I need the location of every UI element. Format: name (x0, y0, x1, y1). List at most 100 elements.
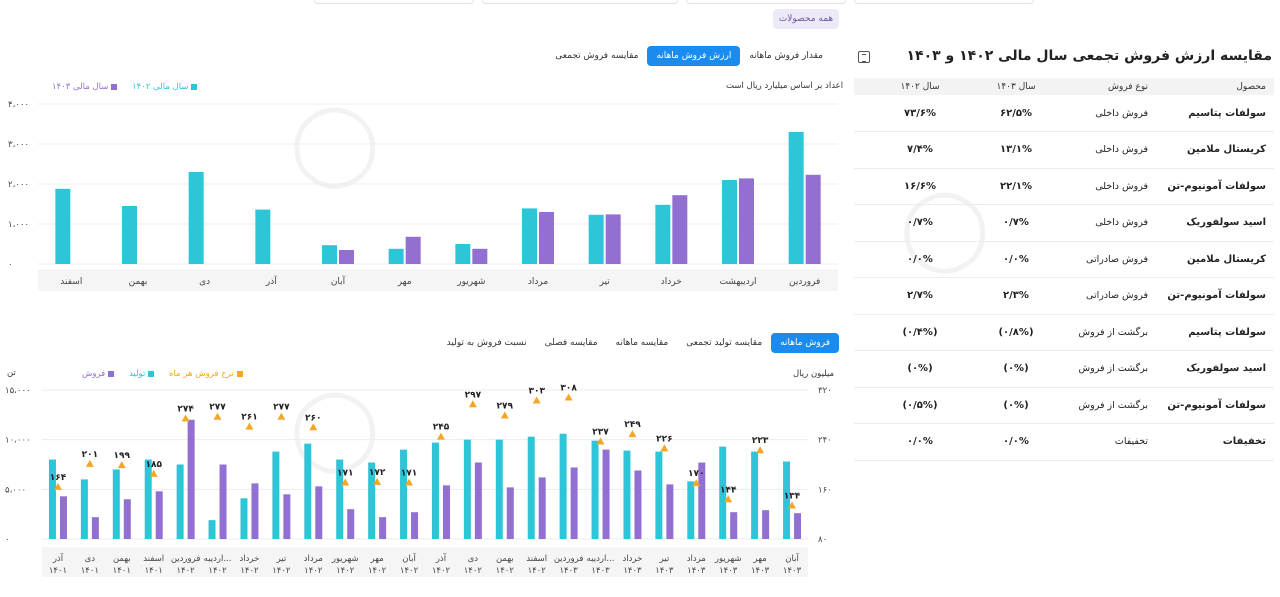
x-tick-label: مرداد (528, 277, 548, 287)
bar-production (783, 461, 791, 539)
col-header-sale-type: نوع فروش (1046, 78, 1156, 95)
value-1403-cell: ۱۳/۱% (986, 131, 1046, 169)
rate-label: ۲۳۷ (592, 428, 609, 438)
tab-cumulative-comparison[interactable]: مقایسه فروش تجمعی (555, 51, 639, 61)
monthly-sales-chart: ۱۵،۰۰۰ ۱۰،۰۰۰ ۵،۰۰۰ ۰ ۳۲۰ ۲۴۰ ۱۶۰ ۸۰ آذر ۱۴۰۱ ۱۶۴ د… (5, 383, 832, 577)
value-1402-cell: ۰/۷% (854, 204, 986, 242)
legend-item[interactable]: فروش (82, 369, 115, 379)
bar-1402 (255, 209, 271, 264)
table-row: سولفات پتاسیم برگشت از فروش (۰/۸%) (۰/۴%) (854, 314, 1274, 351)
rate-marker (245, 422, 254, 430)
tab-monthly-comparison[interactable]: مقایسه ماهانه (615, 338, 669, 348)
rate-marker (628, 430, 637, 438)
all-products-chip[interactable]: همه محصولات (773, 9, 839, 29)
x-tick-label-year: ۱۴۰۲ (528, 566, 547, 576)
x-tick-label-month: مهر (370, 554, 384, 564)
bar-sales (155, 491, 163, 539)
rate-marker (500, 411, 509, 419)
tab-cumulative-production[interactable]: مقایسه تولید تجمعی (686, 338, 763, 348)
bar-production (240, 498, 248, 539)
bar-1402 (655, 204, 671, 264)
legend-item[interactable]: نرخ فروش هر ماه (169, 369, 243, 379)
x-tick-label-month: دی (468, 554, 479, 564)
bar-sales (347, 509, 355, 539)
value-1402-cell: (۰%) (854, 350, 986, 388)
rate-marker (788, 501, 797, 509)
x-tick-label-month: مهر (753, 554, 767, 564)
bar-1403 (805, 174, 821, 264)
bar-production (144, 459, 152, 539)
x-tick-label-month: اسفند (526, 554, 547, 564)
bar-1402 (322, 245, 337, 264)
bar-1402 (788, 132, 804, 264)
table-row: اسید سولفوریک برگشت از فروش (۰%) (۰%) (854, 350, 1274, 388)
legend-item[interactable]: سال مالی ۱۴۰۲ (132, 82, 198, 92)
bar-sales (602, 449, 610, 539)
value-1402-cell: ۱۶/۶% (854, 168, 986, 205)
x-tick-label-month: اردیبه... (204, 554, 232, 564)
rate-marker (53, 482, 62, 490)
product-cell: سولفات پتاسیم (1156, 314, 1274, 351)
rate-label: ۳۰۳ (528, 387, 545, 397)
bar-production (751, 451, 759, 539)
y-tick-label-right: ۸۰ (818, 535, 827, 545)
rate-label: ۲۷۴ (177, 405, 194, 415)
x-tick-label-year: ۱۴۰۲ (336, 566, 355, 576)
rate-label: ۲۴۹ (624, 420, 641, 430)
table-row: اسید سولفوریک فروش داخلی ۰/۷% ۰/۷% (854, 204, 1274, 242)
legend-item[interactable]: تولید (129, 369, 155, 379)
tab-monthly-sales[interactable]: فروش ماهانه (771, 333, 839, 353)
y-tick-label-right: ۳۲۰ (818, 386, 832, 396)
rate-marker (149, 469, 158, 477)
col-header-1402: سال ۱۴۰۲ (854, 78, 986, 95)
x-tick-label-year: ۱۴۰۲ (304, 566, 323, 576)
rate-marker (660, 444, 669, 452)
rate-marker (85, 459, 94, 467)
bar-sales (666, 484, 674, 539)
x-tick-label-year: ۱۴۰۳ (751, 566, 770, 576)
x-tick-label-month: شهریور (714, 554, 742, 564)
x-tick-label-year: ۱۴۰۲ (208, 566, 227, 576)
top-chart-tabs: مقدار فروش ماهانه ارزش فروش ماهانه مقایس… (546, 46, 832, 66)
tab-seasonal-comparison[interactable]: مقایسه فصلی (544, 338, 598, 348)
bar-sales (379, 517, 387, 539)
rate-marker (724, 495, 733, 503)
x-tick-label-month: مرداد (687, 554, 706, 564)
bar-production (112, 469, 120, 539)
bar-sales (219, 464, 227, 539)
bar-1403 (539, 212, 554, 264)
y-tick-label-left: ۱۵،۰۰۰ (5, 386, 31, 396)
tab-sales-to-production[interactable]: نسبت فروش به تولید (446, 338, 527, 348)
bar-1402 (122, 206, 137, 264)
left-axis-unit: تن (7, 368, 16, 378)
rate-label: ۲۶۱ (241, 413, 257, 423)
legend-item[interactable]: سال مالی ۱۴۰۳ (52, 82, 118, 92)
x-tick-label-month: فروردین (554, 554, 584, 564)
rate-label: ۱۳۴ (784, 491, 801, 501)
rate-label: ۲۰۱ (82, 450, 98, 460)
x-tick-label: آبان (331, 275, 346, 287)
x-tick-label-month: آذر (52, 552, 64, 564)
filter-box[interactable] (854, 0, 1034, 4)
export-icon[interactable] (858, 51, 870, 63)
table-header-row: محصول نوع فروش سال ۱۴۰۳ سال ۱۴۰۲ (854, 78, 1274, 95)
rate-marker (405, 478, 414, 486)
bar-sales (123, 499, 131, 539)
value-1403-cell: ۰/۰% (986, 241, 1046, 278)
sale-type-cell: برگشت از فروش (1046, 387, 1156, 424)
rate-label: ۱۶۴ (50, 473, 67, 483)
tab-monthly-quantity[interactable]: مقدار فروش ماهانه (749, 51, 823, 61)
y-tick-label-left: ۵،۰۰۰ (5, 485, 26, 495)
value-1403-cell: ۰/۰% (986, 423, 1046, 461)
monthly-value-chart: ۴،۰۰۰ ۳،۰۰۰ ۲،۰۰۰ ۱،۰۰۰ ۰ فروردین اردیبهشت خردا… (8, 100, 838, 291)
x-tick-label-month: اسفند (143, 554, 164, 564)
tab-monthly-value[interactable]: ارزش فروش ماهانه (647, 46, 741, 66)
top-bar (0, 0, 1280, 8)
table-row: سولفات پتاسیم فروش داخلی ۶۲/۵% ۷۳/۶% (854, 95, 1274, 132)
bar-sales (762, 510, 770, 539)
bar-production (304, 443, 312, 539)
bar-production (400, 449, 408, 539)
bar-production (368, 462, 376, 539)
product-cell: تخفیفات (1156, 423, 1274, 461)
y-tick-label: ۳،۰۰۰ (8, 140, 29, 150)
